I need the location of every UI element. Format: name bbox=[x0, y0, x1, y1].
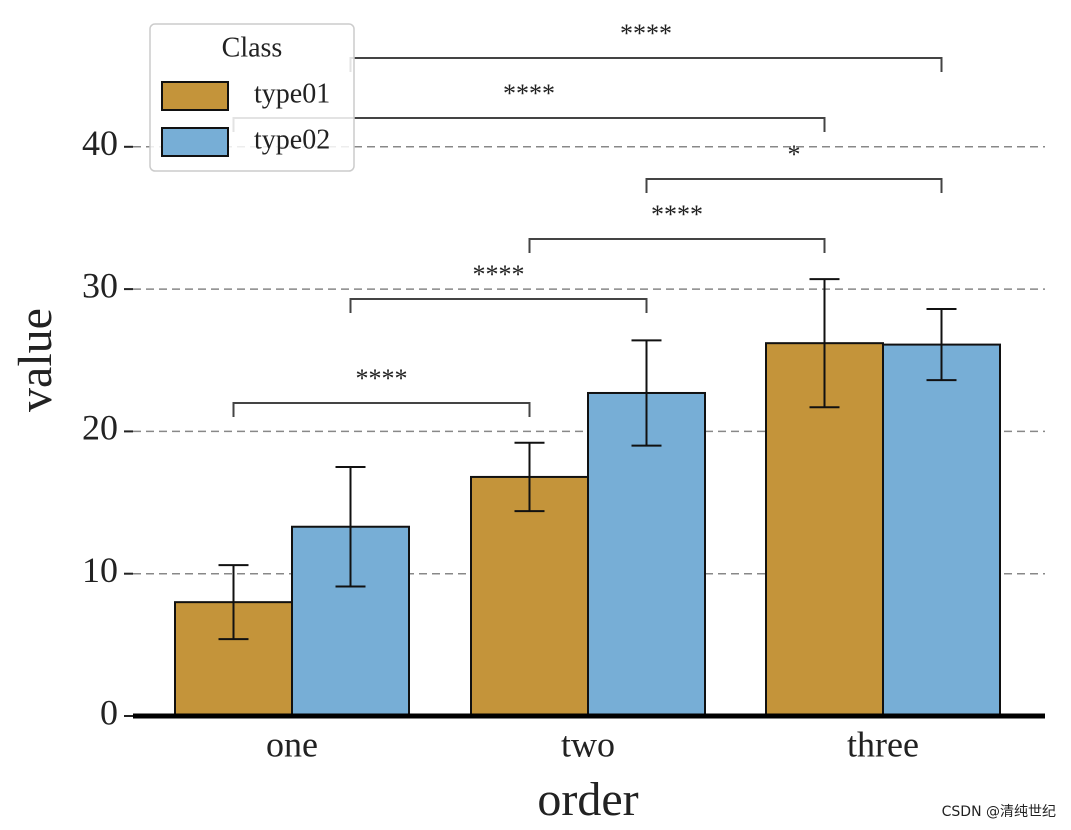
error-bar bbox=[514, 441, 545, 513]
significance-bracket bbox=[232, 402, 531, 417]
x-tick-label: three bbox=[847, 724, 919, 764]
legend-swatch bbox=[161, 81, 229, 111]
significance-bracket bbox=[349, 57, 943, 72]
watermark: CSDN @清纯世纪 bbox=[942, 804, 1056, 820]
y-tick-label: 0 bbox=[100, 692, 118, 732]
significance-label: **** bbox=[356, 364, 408, 393]
significance-label: **** bbox=[503, 79, 555, 108]
significance-label: **** bbox=[651, 200, 703, 229]
y-axis-title: value bbox=[9, 308, 62, 412]
legend-swatch bbox=[161, 127, 229, 157]
bar bbox=[882, 343, 1001, 717]
x-tick-label: one bbox=[266, 724, 318, 764]
significance-bracket bbox=[528, 238, 826, 253]
error-bar bbox=[631, 339, 662, 447]
y-tick-label: 20 bbox=[82, 408, 118, 448]
x-tick-label: two bbox=[561, 724, 615, 764]
significance-bracket bbox=[349, 298, 648, 313]
y-tick-label: 40 bbox=[82, 123, 118, 163]
y-tick-label: 30 bbox=[82, 265, 118, 305]
legend-title: Class bbox=[222, 32, 283, 63]
bar bbox=[470, 475, 589, 717]
legend-label: type02 bbox=[254, 124, 330, 155]
bar bbox=[587, 391, 706, 717]
error-bar bbox=[926, 308, 957, 382]
error-bar bbox=[809, 278, 840, 409]
legend-label: type01 bbox=[254, 78, 330, 109]
significance-label: **** bbox=[620, 19, 672, 48]
error-bar bbox=[218, 564, 249, 641]
significance-label: **** bbox=[473, 260, 525, 289]
y-tick-label: 10 bbox=[82, 550, 118, 590]
significance-bracket bbox=[645, 178, 943, 193]
x-axis-title: order bbox=[537, 773, 638, 826]
error-bar bbox=[335, 465, 366, 588]
significance-label: * bbox=[788, 140, 801, 169]
